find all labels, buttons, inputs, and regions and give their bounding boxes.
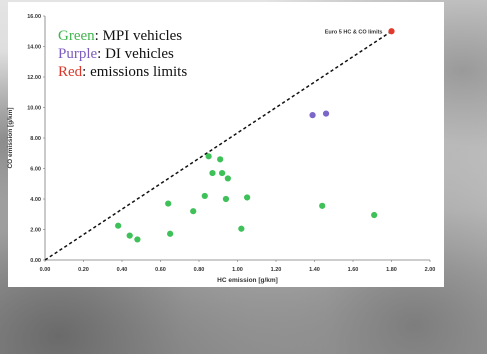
data-point-mpi bbox=[134, 236, 141, 243]
data-point-mpi bbox=[167, 230, 174, 237]
data-point-mpi bbox=[126, 232, 133, 239]
y-axis-title: CO emission [g/km] bbox=[7, 107, 14, 168]
y-tick-labels: 0.00 2.00 4.00 6.00 8.00 10.00 12.00 14.00 16.00 bbox=[27, 14, 45, 264]
data-point-mpi bbox=[190, 208, 197, 215]
data-point-mpi bbox=[115, 222, 122, 229]
x-tick-label: 1.20 bbox=[271, 267, 282, 273]
legend-red-key: Red bbox=[58, 64, 83, 80]
x-tick-label: 2.00 bbox=[425, 267, 436, 273]
x-tick-label: 1.80 bbox=[386, 267, 397, 273]
x-tick-labels: 0.00 0.20 0.40 0.60 0.80 1.00 1.20 1.40 1.60 1.80… bbox=[40, 260, 436, 273]
y-tick-label: 4.00 bbox=[30, 197, 41, 203]
data-point-mpi bbox=[219, 169, 226, 177]
x-tick-label: 1.40 bbox=[309, 267, 320, 273]
legend-line-red: Red: emissions limits bbox=[58, 64, 187, 80]
x-tick-label: 0.40 bbox=[117, 267, 128, 273]
data-point-di bbox=[322, 110, 330, 117]
data-point-di bbox=[309, 112, 316, 119]
legend-red-text: : emissions limits bbox=[82, 64, 187, 80]
legend: Green: MPI vehicles Purple: DI vehicles … bbox=[58, 28, 187, 80]
legend-purple-text: : DI vehicles bbox=[97, 46, 174, 62]
y-tick-label: 2.00 bbox=[30, 228, 41, 234]
chart-panel bbox=[8, 2, 444, 287]
y-tick-label: 12.00 bbox=[27, 75, 41, 81]
x-tick-label: 0.80 bbox=[194, 267, 205, 273]
y-tick-label: 10.00 bbox=[27, 106, 41, 112]
x-tick-label: 1.60 bbox=[348, 267, 359, 273]
legend-green-text: : MPI vehicles bbox=[95, 28, 183, 44]
legend-line-green: Green: MPI vehicles bbox=[58, 28, 182, 44]
legend-purple-key: Purple bbox=[58, 46, 98, 62]
y-tick-label: 8.00 bbox=[30, 136, 41, 142]
data-point-mpi bbox=[371, 211, 378, 219]
y-tick-label: 14.00 bbox=[27, 45, 41, 51]
y-tick-label: 16.00 bbox=[27, 14, 41, 20]
x-axis-title: HC emission [g/km] bbox=[217, 277, 278, 284]
data-point-mpi bbox=[201, 192, 208, 200]
x-tick-label: 0.60 bbox=[155, 267, 166, 273]
y-tick-label: 6.00 bbox=[30, 167, 41, 173]
data-point-mpi bbox=[238, 225, 245, 232]
data-point-mpi bbox=[319, 202, 326, 209]
data-point-mpi bbox=[209, 169, 216, 177]
x-tick-label: 0.20 bbox=[78, 267, 89, 273]
data-point-mpi bbox=[224, 175, 231, 182]
legend-green-key: Green bbox=[58, 28, 95, 44]
legend-line-purple: Purple: DI vehicles bbox=[58, 46, 174, 62]
limits-annotation: Euro 5 HC & CO limits bbox=[325, 29, 383, 35]
data-point-mpi bbox=[205, 153, 212, 160]
y-tick-label: 0.00 bbox=[30, 258, 41, 264]
data-point-mpi bbox=[244, 194, 251, 201]
data-point-mpi bbox=[165, 200, 172, 207]
x-tick-label: 1.00 bbox=[232, 267, 243, 273]
data-point-mpi bbox=[222, 195, 230, 203]
data-point-mpi bbox=[217, 156, 224, 163]
data-points bbox=[115, 28, 395, 243]
data-point-limit bbox=[388, 28, 395, 35]
x-tick-label: 0.00 bbox=[40, 267, 51, 273]
